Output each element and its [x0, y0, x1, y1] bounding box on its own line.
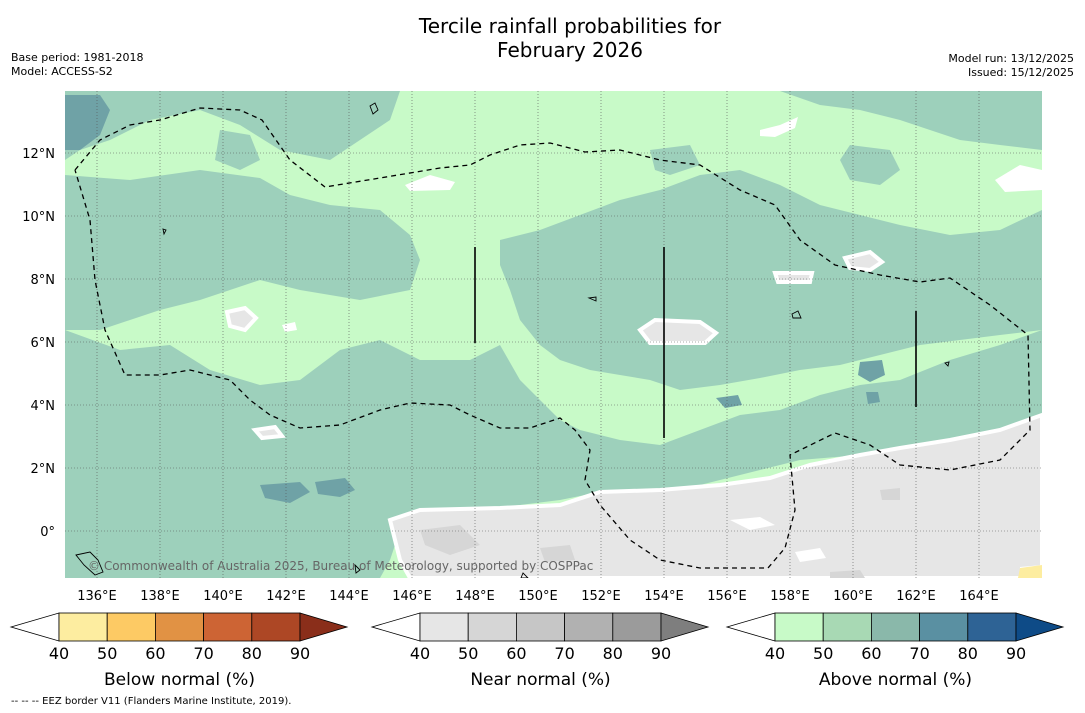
- colorbar-segment: [564, 612, 614, 642]
- colorbar-tick: 50: [97, 644, 117, 663]
- colorbar-high-extend: [660, 612, 710, 642]
- colorbar-segment: [612, 612, 662, 642]
- colorbar-low-extend: [370, 612, 421, 642]
- lat-label: 8°N: [31, 273, 56, 288]
- model-info: Base period: 1981-2018 Model: ACCESS-S2: [11, 51, 143, 79]
- colorbar-low-extend: [9, 612, 60, 642]
- lon-label: 162°E: [896, 589, 936, 604]
- colorbar-tick: 60: [861, 644, 881, 663]
- colorbar-2: 40 50 60 70 80 90 Near normal (%): [370, 612, 710, 690]
- issued-text: Issued: 15/12/2025: [967, 66, 1074, 79]
- model-text: Model: ACCESS-S2: [11, 65, 113, 78]
- colorbar-tick: 60: [145, 644, 165, 663]
- colorbar-tick: 40: [765, 644, 785, 663]
- lat-label: 0°: [40, 525, 55, 540]
- colorbar-segment: [203, 612, 253, 642]
- colorbar-tick: 70: [909, 644, 929, 663]
- colorbar-high-extend: [1015, 612, 1065, 642]
- colorbar-segment: [154, 612, 204, 642]
- lon-label: 150°E: [518, 589, 558, 604]
- lat-label: 4°N: [31, 399, 56, 414]
- colorbar-low-extend: [725, 612, 776, 642]
- colorbar-segment: [871, 612, 921, 642]
- lat-label: 10°N: [22, 210, 55, 225]
- colorbar-tick: 70: [193, 644, 213, 663]
- copyright-text: © Commonwealth of Australia 2025, Bureau…: [88, 559, 593, 573]
- colorbar-label: Near normal (%): [470, 670, 610, 690]
- title-line-2: February 2026: [497, 38, 643, 62]
- colorbar-segment: [822, 612, 872, 642]
- above-normal-60-70-regions: [65, 91, 1042, 578]
- colorbar-segment: [58, 612, 108, 642]
- island-coastlines: [75, 102, 950, 578]
- colorbar-label: Below normal (%): [104, 670, 255, 690]
- colorbar-tick: 80: [242, 644, 262, 663]
- colorbar-high-extend: [299, 612, 349, 642]
- colorbar-segment: [106, 612, 156, 642]
- colorbar-segment: [467, 612, 517, 642]
- colorbar-segment: [919, 612, 969, 642]
- colorbar-label: Above normal (%): [819, 670, 972, 690]
- latitude-labels: 12°N 10°N 8°N 6°N 4°N 2°N 0°: [22, 147, 55, 540]
- model-run-text: Model run: 13/12/2025: [948, 52, 1074, 65]
- gridlines: [65, 91, 1042, 578]
- map-panel: © Commonwealth of Australia 2025, Bureau…: [65, 91, 1042, 578]
- lat-label: 2°N: [31, 462, 56, 477]
- colorbar-tick: 70: [554, 644, 574, 663]
- lon-label: 146°E: [392, 589, 432, 604]
- eez-border: [74, 107, 1031, 569]
- colorbar-tick: 80: [603, 644, 623, 663]
- colorbar-segment: [251, 612, 301, 642]
- lat-label: 6°N: [31, 336, 56, 351]
- colorbar-tick: 40: [410, 644, 430, 663]
- colorbar-tick: 80: [958, 644, 978, 663]
- colorbar-segment: [774, 612, 824, 642]
- lon-label: 138°E: [140, 589, 180, 604]
- colorbar-tick: 90: [1006, 644, 1026, 663]
- colorbar-tick: 50: [813, 644, 833, 663]
- lon-label: 140°E: [203, 589, 243, 604]
- colorbar-1: 40 50 60 70 80 90 Below normal (%): [9, 612, 349, 690]
- colorbar-tick: 50: [458, 644, 478, 663]
- colorbar-tick: 60: [506, 644, 526, 663]
- lon-label: 158°E: [770, 589, 810, 604]
- above-normal-70-80-patches: [65, 95, 885, 503]
- run-info: Model run: 13/12/2025 Issued: 15/12/2025: [948, 52, 1074, 80]
- meridian-markers: [474, 247, 917, 438]
- colorbar-3: 40 50 60 70 80 90 Above normal (%): [725, 612, 1065, 690]
- colorbars: 40 50 60 70 80 90 Below normal (%) 40 50 60 70 80 90…: [9, 612, 1065, 690]
- colorbar-segment: [516, 612, 566, 642]
- lon-label: 154°E: [644, 589, 684, 604]
- colorbar-segment: [967, 612, 1017, 642]
- base-period-text: Base period: 1981-2018: [11, 51, 144, 64]
- colorbar-segment: [419, 612, 469, 642]
- lon-label: 144°E: [329, 589, 369, 604]
- footnote: -- -- -- EEZ border V11 (Flanders Marine…: [11, 696, 292, 707]
- lat-label: 12°N: [22, 147, 55, 162]
- lon-label: 152°E: [581, 589, 621, 604]
- lon-label: 156°E: [707, 589, 747, 604]
- lon-label: 160°E: [833, 589, 873, 604]
- colorbar-tick: 90: [651, 644, 671, 663]
- near-normal-50-60-patches: [420, 488, 900, 578]
- lon-label: 148°E: [455, 589, 495, 604]
- lon-label: 164°E: [959, 589, 999, 604]
- longitude-labels: 136°E 138°E 140°E 142°E 144°E 146°E 148°E 150°E…: [77, 589, 999, 604]
- lon-label: 136°E: [77, 589, 117, 604]
- near-normal-region: [224, 249, 1042, 578]
- lon-label: 142°E: [266, 589, 306, 604]
- colorbar-tick: 40: [49, 644, 69, 663]
- title-line-1: Tercile rainfall probabilities for: [418, 14, 722, 38]
- below-normal-patch: [1018, 565, 1042, 578]
- map-title: Tercile rainfall probabilities for Febru…: [0, 14, 1085, 62]
- colorbar-tick: 90: [290, 644, 310, 663]
